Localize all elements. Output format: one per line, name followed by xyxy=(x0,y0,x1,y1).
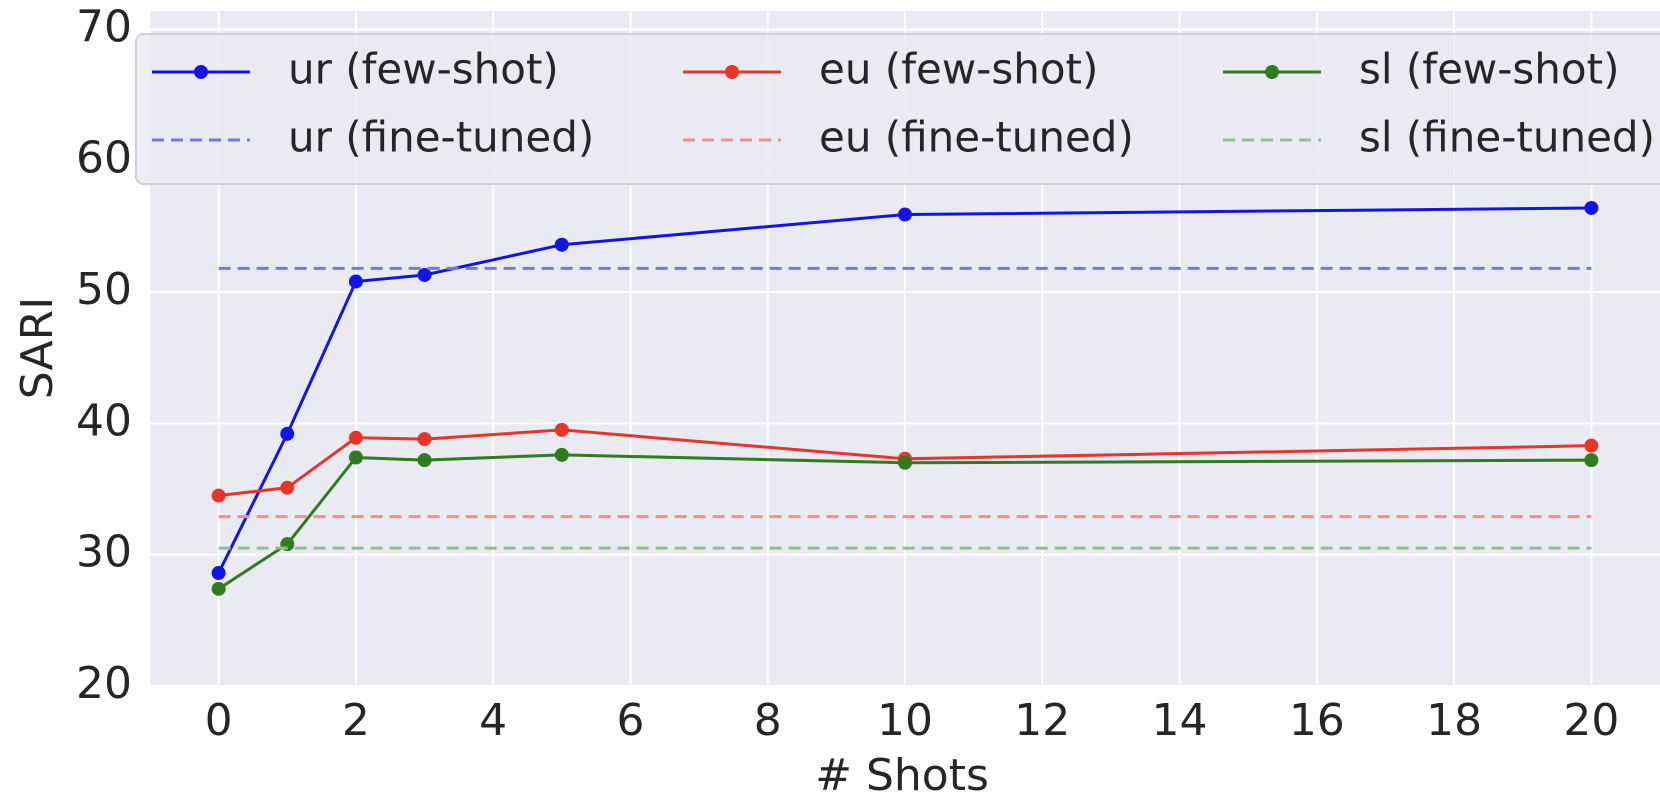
marker xyxy=(280,480,295,495)
legend-label: ur (few-shot) xyxy=(288,45,559,94)
y-tick-label: 30 xyxy=(76,527,132,578)
legend-label: eu (fine-tuned) xyxy=(819,113,1134,162)
x-tick-label: 0 xyxy=(205,695,233,746)
y-tick-label: 50 xyxy=(76,264,132,315)
lines xyxy=(211,200,1599,596)
marker xyxy=(1584,438,1599,453)
x-tick-label: 14 xyxy=(1152,695,1208,746)
x-tick-label: 6 xyxy=(616,695,644,746)
marker xyxy=(348,450,363,465)
marker xyxy=(898,207,912,222)
x-tick-label: 18 xyxy=(1426,695,1482,746)
x-tick-label: 8 xyxy=(754,695,782,746)
x-tick-label: 16 xyxy=(1289,695,1345,746)
y-axis-label: SARI xyxy=(12,297,63,399)
x-tick-label: 10 xyxy=(877,695,933,746)
x-tick-label: 4 xyxy=(479,695,507,746)
legend: ur (few-shot) ur (fine-tuned) eu (few-shot… xyxy=(135,33,1660,185)
marker xyxy=(554,447,569,462)
x-tick-label: 2 xyxy=(342,695,370,746)
marker xyxy=(348,274,363,289)
marker xyxy=(1584,453,1599,468)
marker xyxy=(554,422,569,437)
marker xyxy=(554,237,569,252)
legend-label: eu (few-shot) xyxy=(819,45,1098,94)
y-tick-label: 60 xyxy=(76,133,132,184)
y-tick-label: 20 xyxy=(76,658,132,709)
marker xyxy=(211,488,226,503)
marker xyxy=(417,267,432,282)
marker xyxy=(417,453,432,468)
marker xyxy=(417,432,432,447)
legend-label: ur (fine-tuned) xyxy=(288,113,594,162)
x-axis-label: # Shots xyxy=(815,750,989,801)
marker xyxy=(1584,200,1599,215)
legend-label: sl (fine-tuned) xyxy=(1359,113,1655,162)
y-tick-label: 40 xyxy=(76,395,132,446)
y-tick-label: 70 xyxy=(76,1,132,52)
marker xyxy=(280,426,295,441)
legend-marker xyxy=(194,65,208,79)
marker xyxy=(211,566,226,581)
legend-marker xyxy=(1265,65,1279,79)
marker xyxy=(348,430,363,445)
legend-label: sl (few-shot) xyxy=(1359,45,1619,94)
marker xyxy=(898,455,912,470)
marker xyxy=(211,581,226,596)
legend-marker xyxy=(725,65,739,79)
x-tick-label: 20 xyxy=(1563,695,1619,746)
x-tick-label: 12 xyxy=(1014,695,1070,746)
